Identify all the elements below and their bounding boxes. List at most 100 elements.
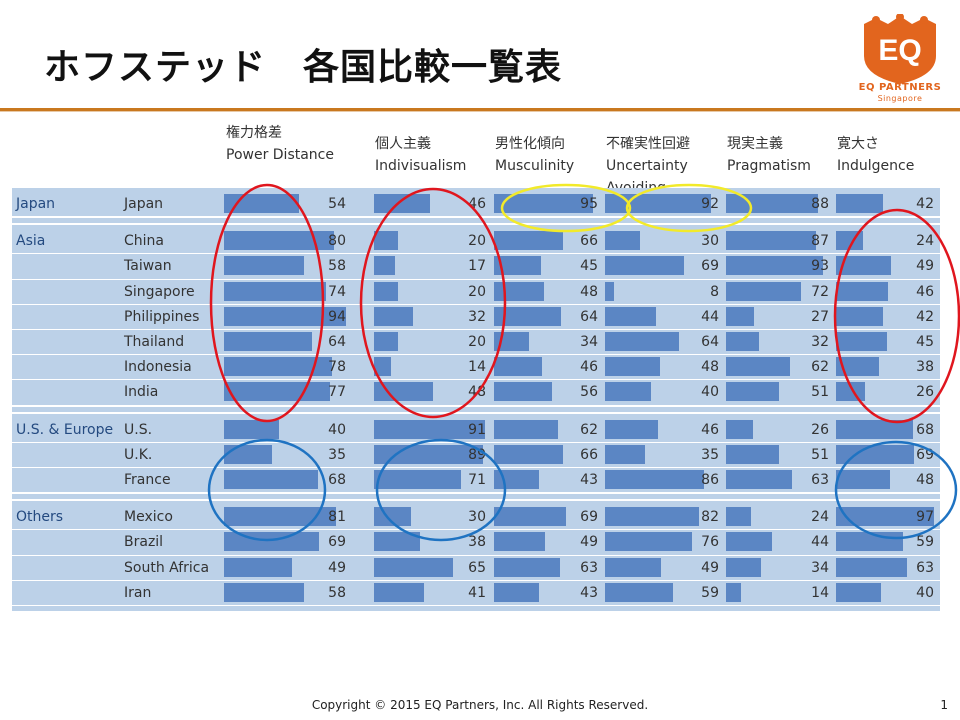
value-label: 64 — [328, 334, 346, 350]
value-bar — [374, 582, 425, 602]
value-bar — [224, 582, 305, 602]
country-name: China — [124, 233, 164, 250]
column-header-en: Pragmatism — [727, 158, 811, 174]
country-name: Taiwan — [124, 258, 172, 275]
group-separator — [12, 606, 940, 611]
value-bar — [494, 507, 566, 527]
country-name: France — [124, 472, 171, 488]
value-bar — [726, 382, 780, 402]
column-header-ja: 現実主義 — [727, 136, 783, 152]
value-bar — [494, 306, 561, 326]
value-bar — [726, 306, 755, 326]
value-bar — [605, 507, 700, 527]
value-label: 46 — [916, 283, 934, 300]
value-label: 76 — [701, 534, 719, 551]
value-bar — [726, 582, 741, 602]
value-bar — [374, 306, 414, 326]
value-bar — [224, 382, 331, 402]
value-bar — [374, 332, 399, 351]
value-label: 26 — [916, 384, 934, 401]
value-bar — [605, 231, 640, 251]
country-name: U.K. — [124, 446, 153, 463]
value-label: 74 — [328, 283, 346, 300]
value-label: 42 — [916, 308, 934, 325]
value-bar — [374, 470, 461, 489]
value-bar — [224, 231, 335, 251]
value-label: 8 — [710, 283, 719, 300]
value-label: 44 — [811, 534, 829, 551]
column-header-en: Uncertainty — [606, 158, 688, 174]
column-header: 権力格差 Power Distance — [226, 122, 334, 166]
value-label: 48 — [701, 359, 719, 376]
column-header: 男性化傾向 Musculinity — [495, 133, 574, 177]
value-bar — [494, 382, 553, 402]
value-bar — [836, 582, 882, 602]
highlight-ellipse — [375, 438, 507, 542]
value-label: 68 — [916, 421, 934, 438]
value-bar — [836, 419, 913, 439]
value-bar — [494, 419, 559, 439]
logo-mark: EQ — [878, 34, 921, 67]
group-separator — [12, 501, 940, 507]
value-bar — [726, 507, 751, 527]
table-row: Indonesia 78 14 46 48 62 38 — [12, 355, 940, 380]
table-row: France 68 71 43 86 63 48 — [12, 468, 940, 493]
country-name: Iran — [124, 584, 152, 601]
highlight-ellipse — [359, 187, 507, 419]
column-header-ja: 寛大さ — [837, 136, 879, 152]
value-bar — [836, 470, 891, 489]
value-label: 43 — [580, 584, 598, 601]
value-label: 63 — [916, 559, 934, 576]
value-label: 40 — [328, 421, 346, 438]
country-name: South Africa — [124, 559, 210, 576]
value-label: 40 — [701, 384, 719, 401]
value-label: 71 — [468, 472, 486, 488]
value-bar — [494, 281, 544, 301]
value-bar — [374, 256, 395, 276]
value-label: 14 — [468, 359, 486, 376]
region-label: Asia — [16, 233, 46, 250]
value-label: 30 — [701, 233, 719, 250]
value-label: 81 — [328, 509, 346, 526]
value-label: 32 — [811, 334, 829, 350]
country-name: Philippines — [124, 308, 200, 325]
group-separator — [12, 494, 940, 500]
value-label: 38 — [468, 534, 486, 551]
highlight-ellipse — [207, 438, 327, 542]
table-row: U.S. & Europe U.S. 40 91 62 46 26 68 — [12, 417, 940, 442]
value-label: 48 — [580, 283, 598, 300]
logo-label: EQ PARTNERS Singapore — [850, 82, 950, 104]
column-header-en: Indivisualism — [375, 158, 467, 174]
value-label: 14 — [811, 584, 829, 601]
copyright-footer: Copyright © 2015 EQ Partners, Inc. All R… — [311, 698, 649, 712]
value-label: 69 — [701, 258, 719, 275]
value-label: 38 — [916, 359, 934, 376]
value-bar — [605, 532, 693, 552]
value-label: 48 — [916, 472, 934, 488]
value-label: 34 — [580, 334, 598, 350]
value-bar — [224, 444, 273, 464]
table-row: Singapore 74 20 48 8 72 46 — [12, 279, 940, 304]
value-bar — [605, 419, 658, 439]
table-row: Taiwan 58 17 45 69 93 49 — [12, 254, 940, 279]
value-label: 24 — [916, 233, 934, 250]
column-header-ja: 不確実性回避 — [606, 136, 690, 152]
value-bar — [605, 357, 661, 377]
value-label: 93 — [811, 258, 829, 275]
value-label: 86 — [701, 472, 719, 488]
country-name: Mexico — [124, 509, 173, 526]
value-bar — [605, 256, 685, 276]
country-name: Japan — [124, 196, 164, 212]
value-bar — [494, 357, 542, 377]
country-name: Indonesia — [124, 359, 192, 376]
value-bar — [605, 382, 651, 402]
value-label: 56 — [580, 384, 598, 401]
table-row: Asia China 80 20 66 30 87 24 — [12, 229, 940, 254]
column-header-ja: 個人主義 — [375, 136, 431, 152]
value-bar — [836, 557, 908, 577]
table-row: India 77 48 56 40 51 26 — [12, 380, 940, 405]
value-label: 77 — [328, 384, 346, 401]
value-label: 64 — [580, 308, 598, 325]
value-bar — [726, 419, 754, 439]
value-bar — [605, 332, 679, 351]
